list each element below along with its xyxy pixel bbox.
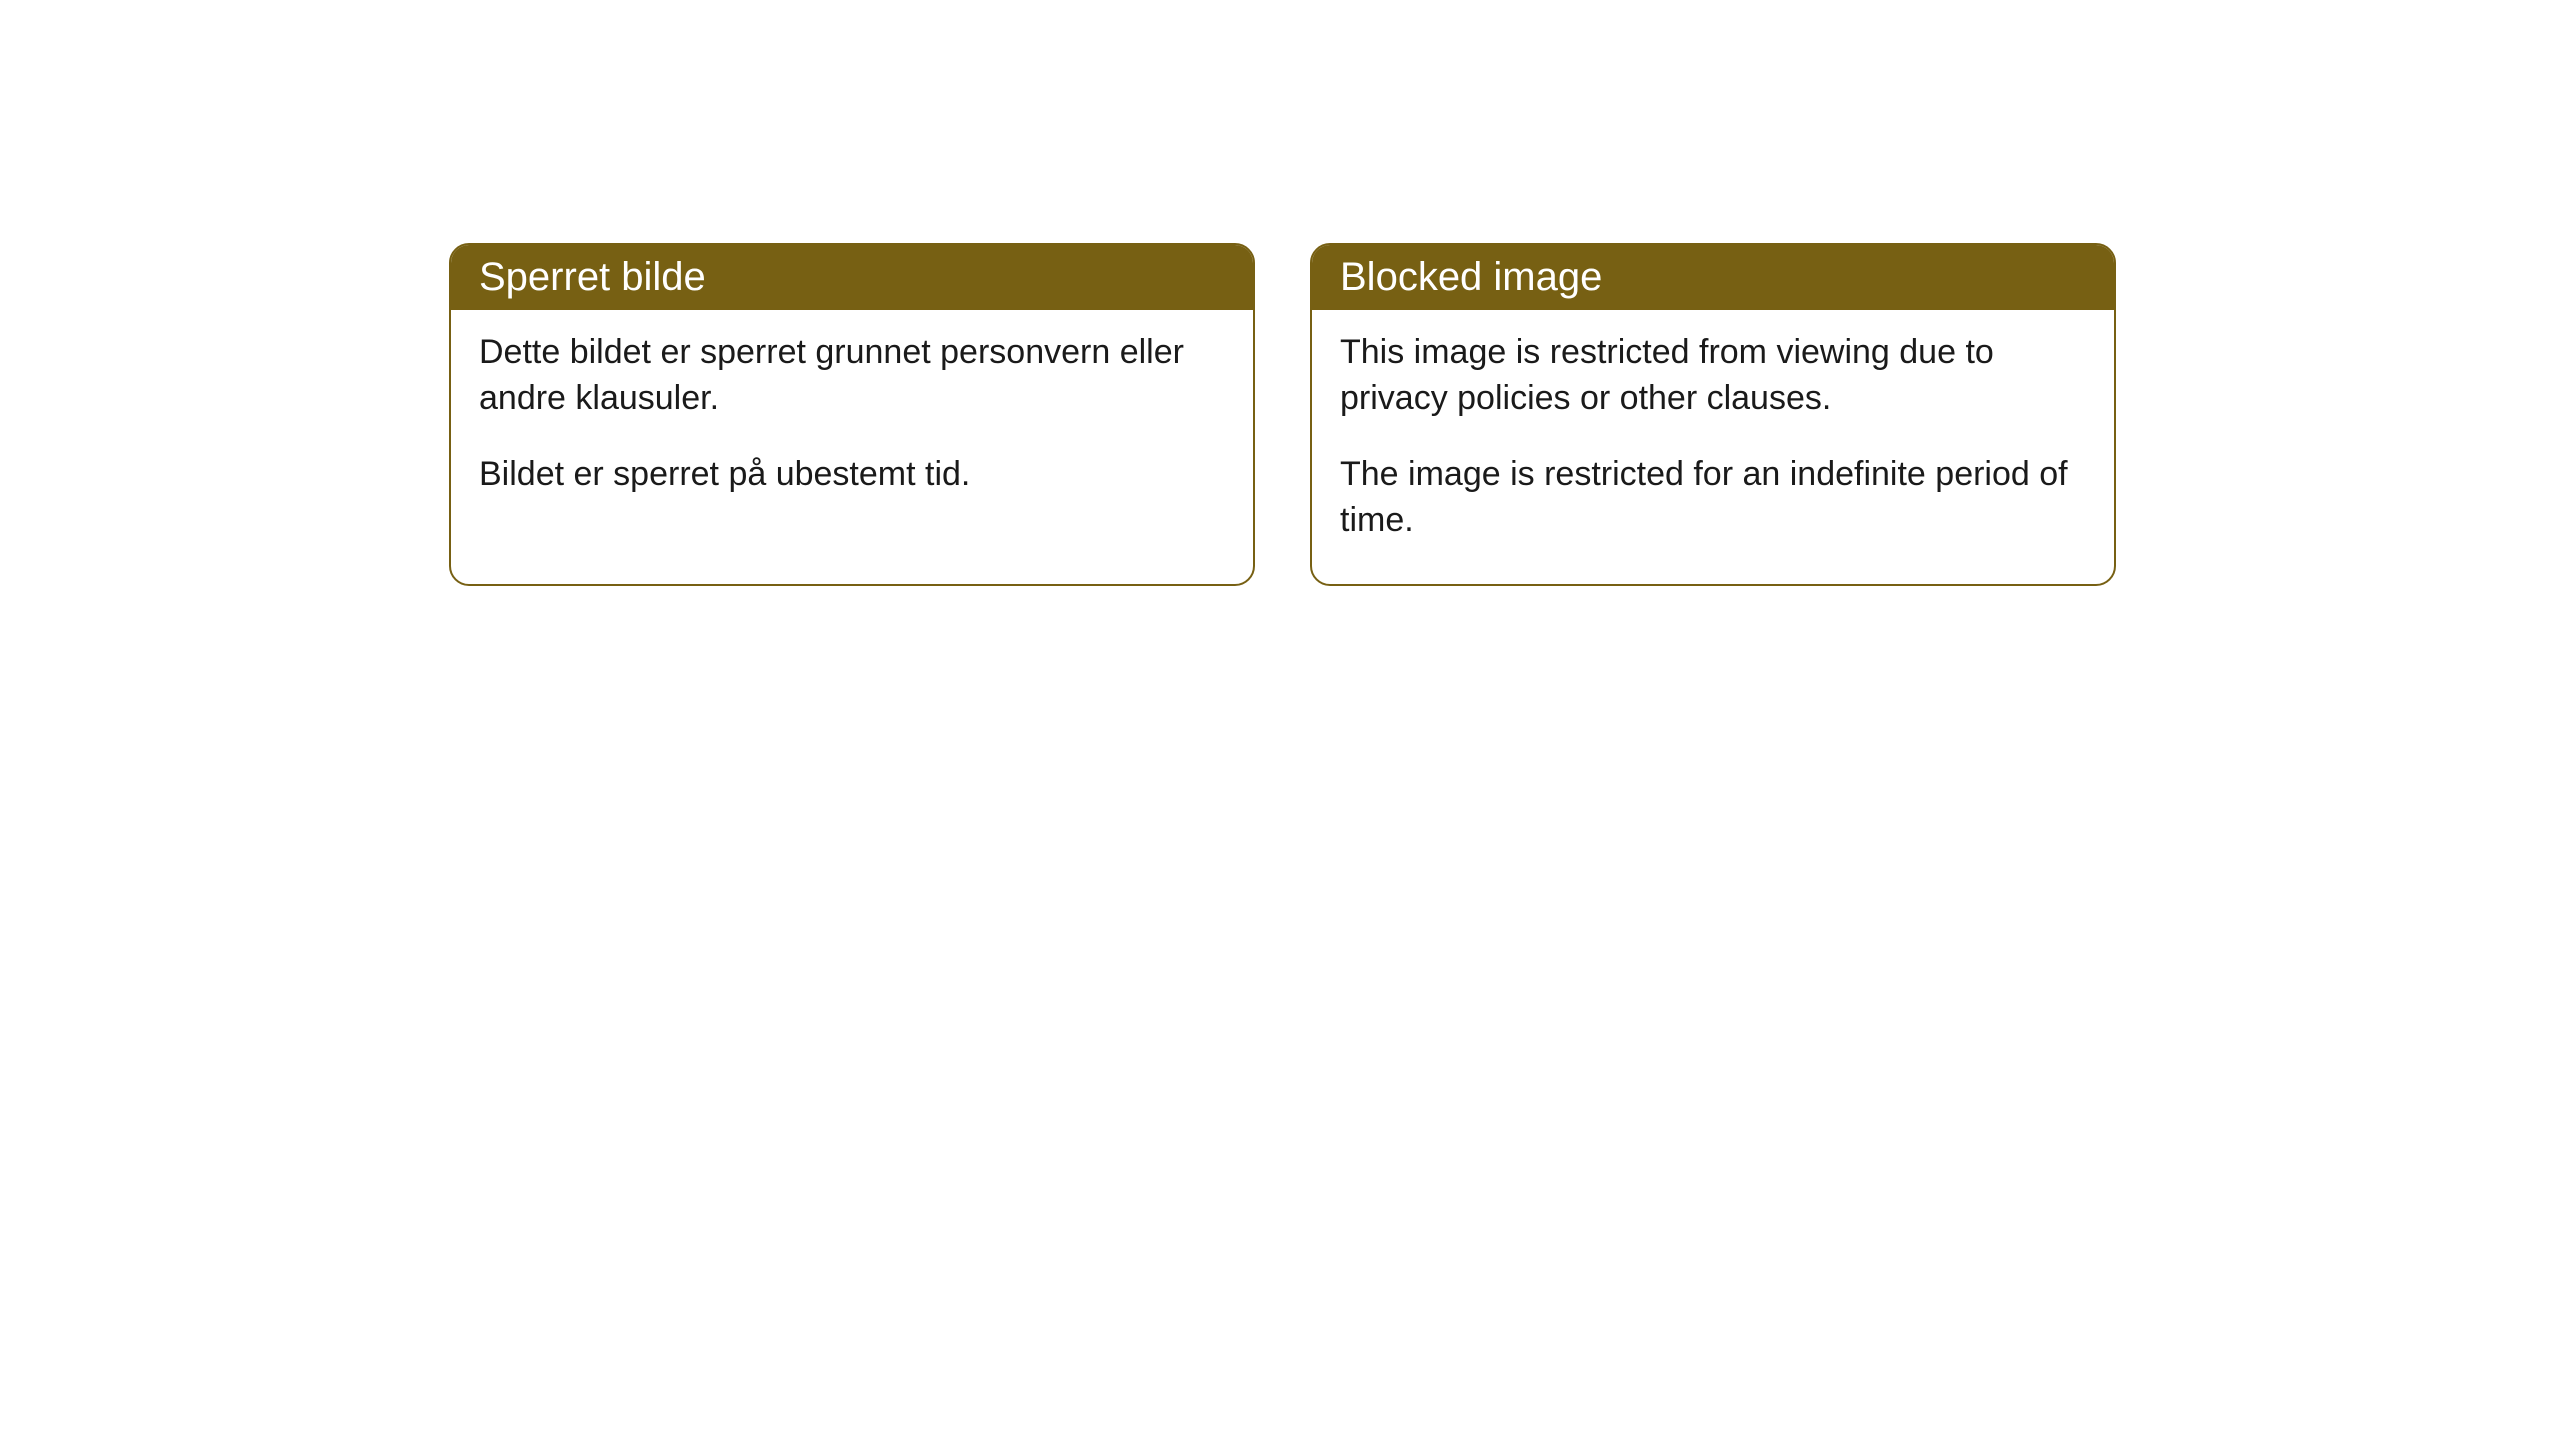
card-header-norwegian: Sperret bilde [451,245,1253,310]
blocked-image-card-norwegian: Sperret bilde Dette bildet er sperret gr… [449,243,1255,586]
card-title: Blocked image [1340,255,1602,299]
card-header-english: Blocked image [1312,245,2114,310]
card-paragraph-1: Dette bildet er sperret grunnet personve… [479,330,1225,422]
card-body-english: This image is restricted from viewing du… [1312,310,2114,584]
card-paragraph-1: This image is restricted from viewing du… [1340,330,2086,422]
card-paragraph-2: The image is restricted for an indefinit… [1340,452,2086,544]
notice-cards-container: Sperret bilde Dette bildet er sperret gr… [449,243,2116,586]
card-title: Sperret bilde [479,255,706,299]
card-body-norwegian: Dette bildet er sperret grunnet personve… [451,310,1253,538]
card-paragraph-2: Bildet er sperret på ubestemt tid. [479,452,1225,498]
blocked-image-card-english: Blocked image This image is restricted f… [1310,243,2116,586]
